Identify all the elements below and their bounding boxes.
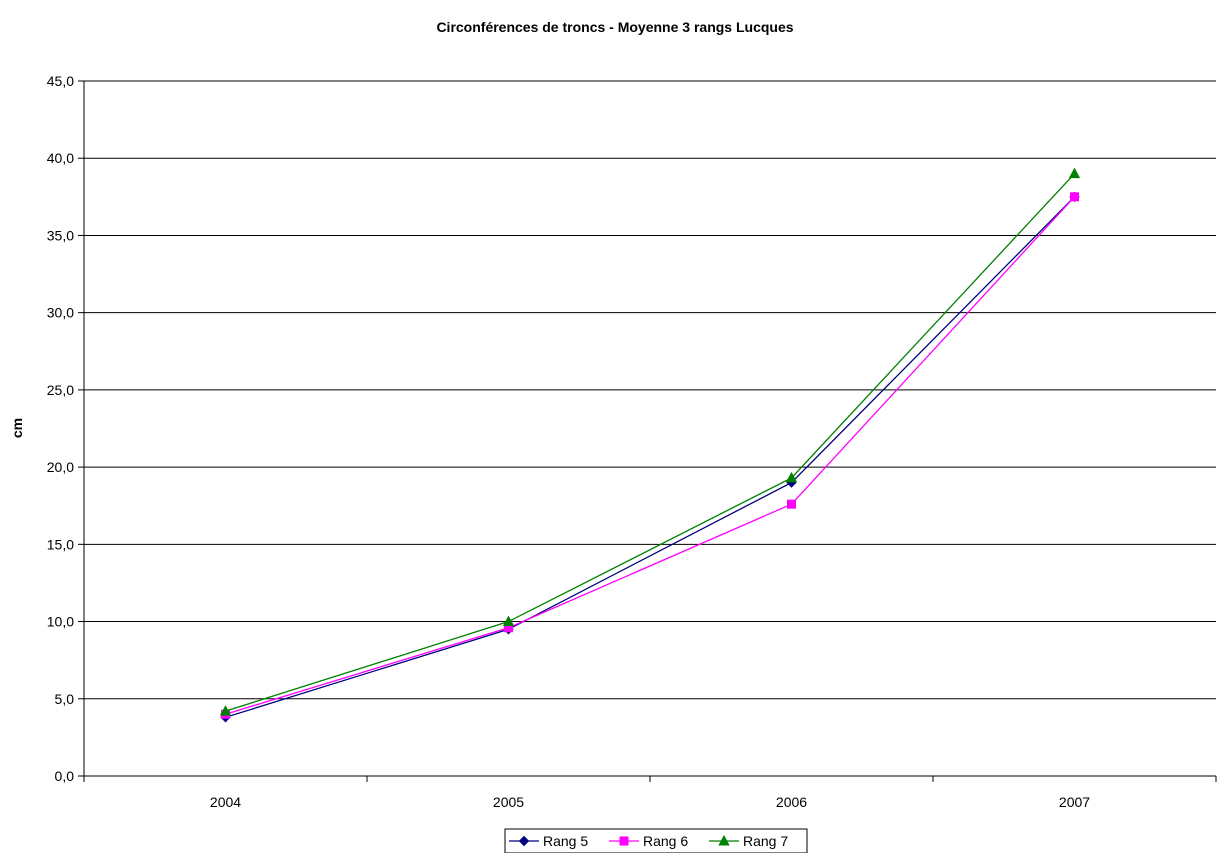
y-tick-label: 40,0 [47,150,74,166]
tick-labels: 0,0 5,0 10,0 15,0 20,0 25,0 30,0 35,0 40,0 45,0 20… [47,73,1091,810]
y-tick-label: 0,0 [55,768,75,784]
series-lines [219,167,1081,723]
x-tick-label: 2007 [1059,794,1090,810]
x-tick-label: 2005 [493,794,524,810]
gridlines [84,80,1216,700]
series-line-rang-6 [225,196,1075,715]
series-rang-6 [221,192,1079,719]
x-tick-label: 2004 [210,794,241,810]
y-tick-label: 25,0 [47,382,74,398]
x-tick-label: 2006 [776,794,807,810]
data-point-rang-7 [785,471,798,483]
y-axis-label: cm [9,418,25,438]
data-point-rang-7 [1068,167,1081,179]
legend-label-rang-5: Rang 5 [543,833,588,849]
legend: Rang 5 Rang 6 Rang 7 [504,828,808,853]
y-tick-label: 20,0 [47,459,74,475]
legend-box [504,828,808,853]
axes [78,80,1217,782]
y-tick-label: 5,0 [55,691,75,707]
series-rang-5 [220,191,1080,723]
chart-title: Circonférences de troncs - Moyenne 3 ran… [436,19,793,35]
data-point-rang-6 [787,499,796,509]
legend-marker-rang-7 [718,834,730,846]
data-point-rang-7 [219,705,232,716]
legend-marker-rang-6 [619,836,629,846]
y-tick-label: 45,0 [47,73,74,89]
series-rang-7 [219,167,1081,716]
y-tick-label: 35,0 [47,227,74,243]
data-point-rang-6 [1070,192,1079,202]
y-tick-label: 15,0 [47,536,74,552]
legend-marker-rang-5 [518,835,530,847]
legend-label-rang-6: Rang 6 [643,833,688,849]
y-tick-label: 10,0 [47,614,74,630]
series-line-rang-5 [225,196,1075,718]
data-point-rang-7 [502,615,515,627]
series-line-rang-7 [225,173,1075,712]
y-tick-label: 30,0 [47,305,74,321]
legend-label-rang-7: Rang 7 [743,833,788,849]
